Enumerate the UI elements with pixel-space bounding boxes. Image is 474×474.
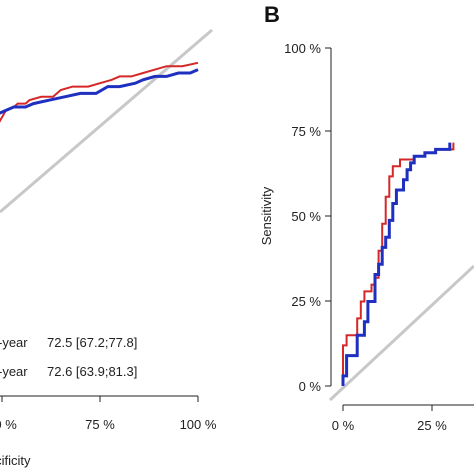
legend: -year 72.5 [67.2;77.8] -year 72.6 [63.9;…: [0, 335, 137, 379]
panel-b-y-tick-label: 0 %: [299, 379, 322, 394]
panel-a-roc-curve-1: [0, 61, 199, 123]
panel-a-x-tick-label: 50 %: [0, 417, 17, 432]
panel-b-y-tick-label: 50 %: [291, 209, 321, 224]
legend-label-2: -year: [0, 364, 28, 379]
panel-a-diagonal: [0, 28, 213, 214]
panel-a-roc-curve-2: [0, 68, 199, 115]
panel-b-x-tick-label: 25 %: [417, 418, 447, 433]
panel-b-diagonal: [328, 264, 474, 402]
panel-a-x-axis-title: Specificity: [0, 453, 31, 468]
panel-b-roc-curve-2: [341, 142, 452, 386]
panel-a-x-tick-label: 100 %: [180, 417, 217, 432]
panel-b-roc-curve-1: [342, 142, 455, 386]
legend-label-1: -year: [0, 335, 28, 350]
panel-b-y-axis-title: Sensitivity: [259, 186, 274, 245]
panel-b-y-tick-label: 75 %: [291, 124, 321, 139]
panel-b-y-tick-label: 25 %: [291, 294, 321, 309]
panel-a-x-tick-label: 75 %: [85, 417, 115, 432]
legend-auc-2: 72.6 [63.9;81.3]: [47, 364, 137, 379]
panel-b-x-tick-label: 0 %: [332, 418, 355, 433]
panel-b-letter: B: [264, 2, 280, 27]
panel-a: -year 72.5 [67.2;77.8] -year 72.6 [63.9;…: [0, 28, 217, 468]
panel-b-y-tick-label: 100 %: [284, 41, 321, 56]
legend-auc-1: 72.5 [67.2;77.8]: [47, 335, 137, 350]
panel-b: B 0 % 25 % 50 % 75 % 100 % 0 % 25 % Sens…: [259, 2, 474, 433]
